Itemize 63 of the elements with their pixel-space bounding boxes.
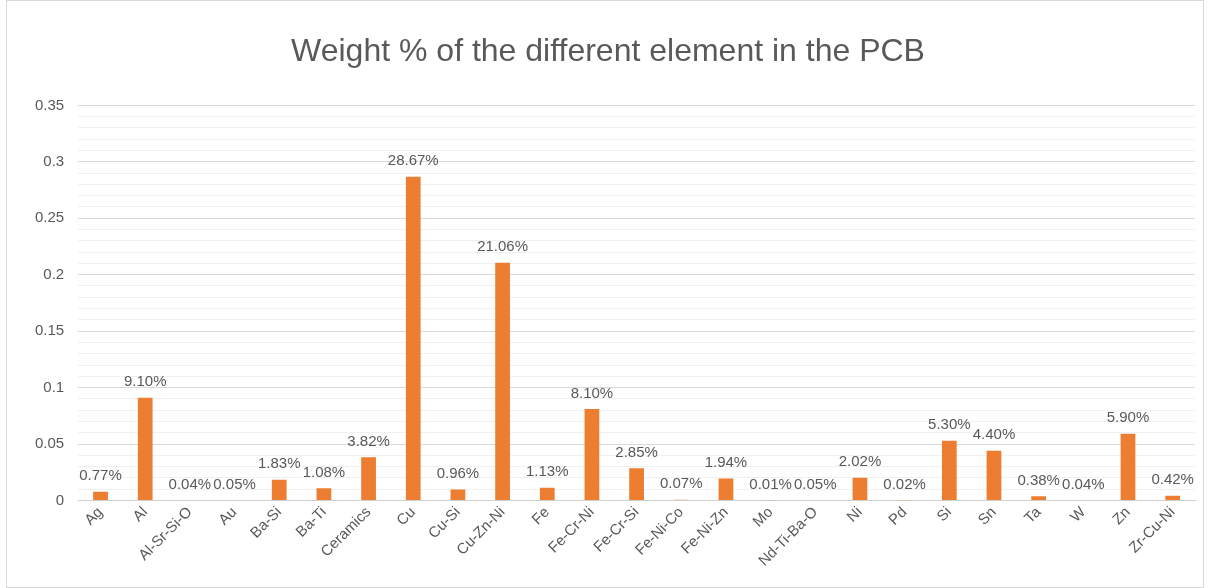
x-tick-label: Pd (884, 502, 910, 528)
data-label: 28.67% (387, 151, 439, 169)
y-tick-label: 0 (55, 490, 65, 508)
data-label: 0.02% (883, 474, 926, 492)
data-label: 0.04% (1062, 474, 1105, 492)
data-label: 0.01% (749, 474, 792, 492)
x-tick-label: Sn (974, 502, 1000, 528)
x-tick-label: Si (932, 502, 955, 525)
data-label: 1.08% (302, 462, 346, 480)
data-label: 1.13% (525, 462, 569, 480)
bar (1120, 433, 1136, 500)
y-tick-label: 0.3 (43, 151, 65, 169)
bar (1031, 496, 1047, 500)
data-label: 0.05% (213, 474, 256, 492)
bar (361, 457, 376, 500)
data-label: 4.40% (972, 425, 1016, 443)
data-label: 5.30% (928, 415, 971, 433)
x-tick-label: Ni (842, 502, 866, 525)
y-tick-label: 0.25 (34, 208, 65, 226)
data-label: 2.85% (615, 442, 658, 460)
bar (629, 468, 644, 500)
data-label: 21.06% (477, 237, 529, 255)
x-tick-label: Fe (527, 502, 553, 528)
data-label: 3.82% (347, 431, 390, 449)
data-label: 8.10% (570, 383, 614, 401)
data-label: 0.77% (79, 466, 122, 484)
data-label: 0.04% (168, 474, 212, 492)
x-tick-label: Ta (1020, 502, 1045, 527)
data-label: 0.05% (794, 474, 837, 492)
data-label: 9.10% (123, 372, 167, 390)
data-label: 5.90% (1106, 408, 1150, 426)
bar (941, 440, 957, 500)
bar (93, 491, 108, 500)
data-label: 1.94% (704, 453, 748, 471)
bar (450, 489, 466, 500)
bar (1165, 495, 1181, 500)
bar (271, 479, 287, 500)
data-label: 0.96% (436, 464, 480, 482)
y-tick-label: 0.1 (43, 377, 65, 395)
bar (316, 488, 332, 500)
data-label: 0.38% (1017, 470, 1060, 488)
x-tick-label: W (1066, 502, 1089, 525)
x-tick-label: Cu (392, 502, 419, 529)
data-label: 2.02% (838, 452, 882, 470)
bar (986, 450, 1002, 500)
bar (137, 397, 153, 500)
y-tick-label: 0.35 (34, 95, 65, 113)
data-label: 0.42% (1151, 470, 1194, 488)
data-label: 1.83% (257, 454, 301, 472)
x-tick-label: Au (214, 502, 240, 528)
bar (539, 487, 555, 500)
bar (584, 409, 600, 500)
bar (718, 478, 734, 500)
y-tick-label: 0.2 (43, 264, 65, 282)
bar (852, 477, 868, 500)
x-tick-label: Ag (80, 502, 106, 528)
data-label: 0.07% (660, 474, 703, 492)
chart-title: Weight % of the different element in the PCB (291, 32, 925, 69)
x-tick-label: Zn (1108, 502, 1134, 528)
y-tick-label: 0.05 (34, 434, 65, 452)
bar (495, 262, 510, 500)
y-tick-label: 0.15 (34, 321, 65, 339)
bar (405, 176, 421, 500)
